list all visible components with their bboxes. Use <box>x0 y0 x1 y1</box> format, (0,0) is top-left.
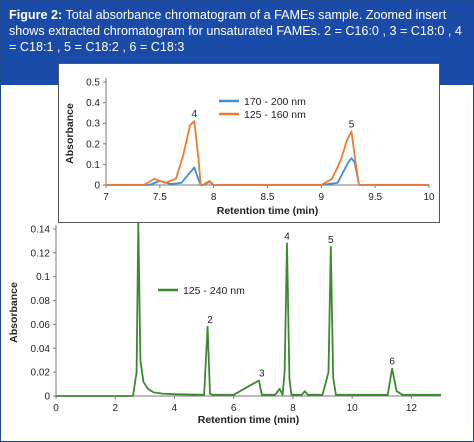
x-axis-title: Retention time (min) <box>198 414 300 426</box>
peak-label: 6 <box>389 357 395 368</box>
y-tick-label: 0.4 <box>86 98 100 109</box>
y-tick-label: 0.1 <box>36 272 50 283</box>
x-tick-label: 7.5 <box>153 192 167 203</box>
y-tick-label: 0.5 <box>86 78 100 89</box>
x-tick-label: 6 <box>231 403 237 414</box>
y-axis-title: Absorbance <box>8 282 20 343</box>
x-tick-label: 10 <box>347 403 359 414</box>
x-tick-label: 9.5 <box>368 192 382 203</box>
y-tick-label: 0.02 <box>31 368 51 379</box>
y-tick-label: 0.2 <box>86 139 100 150</box>
peak-label: 4 <box>284 231 290 242</box>
y-tick-label: 0 <box>44 392 50 403</box>
legend-label-1: 170 - 200 nm <box>244 96 306 108</box>
series-line-2 <box>106 120 429 186</box>
x-tick-label: 4 <box>172 403 178 414</box>
x-tick-label: 7 <box>103 192 109 203</box>
peak-label: 4 <box>192 109 198 120</box>
zoomed-inset: 0 0.1 0.2 0.3 0.4 0.5 7 7.5 8 8.5 9 9.5 10 Retention … <box>58 63 440 223</box>
x-tick-label: 8 <box>290 403 296 414</box>
y-tick-label: 0.1 <box>86 160 100 171</box>
x-tick-label: 8 <box>211 192 217 203</box>
x-tick-label: 0 <box>53 403 59 414</box>
y-tick-label: 0.14 <box>31 225 51 236</box>
peak-label: 5 <box>328 235 334 246</box>
y-tick-label: 0.08 <box>31 296 51 307</box>
y-tick-label: 0.04 <box>31 344 51 355</box>
caption-body: Total absorbance chromatogram of a FAMEs… <box>9 8 462 54</box>
peak-label: 5 <box>349 119 355 130</box>
y-tick-label: 0.12 <box>31 248 51 259</box>
peak-label: 3 <box>259 368 265 379</box>
x-axis-title: Retention time (min) <box>217 205 319 217</box>
y-tick-label: 0 <box>94 181 100 192</box>
x-tick-label: 8.5 <box>261 192 275 203</box>
peak-label: 2 <box>207 315 213 326</box>
y-tick-label: 0.06 <box>31 320 51 331</box>
y-axis-title: Absorbance <box>64 103 76 164</box>
y-tick-label: 0.3 <box>86 119 100 130</box>
series-line-1 <box>56 222 441 397</box>
figure-label: Figure 2: <box>9 8 63 22</box>
x-tick-label: 12 <box>406 403 418 414</box>
x-tick-label: 9 <box>319 192 325 203</box>
x-tick-label: 10 <box>423 192 435 203</box>
caption-text: Figure 2: Total absorbance chromatogram … <box>1 1 473 55</box>
inset-chromatogram-chart: 0 0.1 0.2 0.3 0.4 0.5 7 7.5 8 8.5 9 9.5 10 Retention … <box>64 78 435 218</box>
legend-label-2: 125 - 160 nm <box>244 109 306 121</box>
legend-label-1: 125 - 240 nm <box>183 285 245 297</box>
series-line-1 <box>106 157 429 186</box>
x-tick-label: 2 <box>112 403 118 414</box>
